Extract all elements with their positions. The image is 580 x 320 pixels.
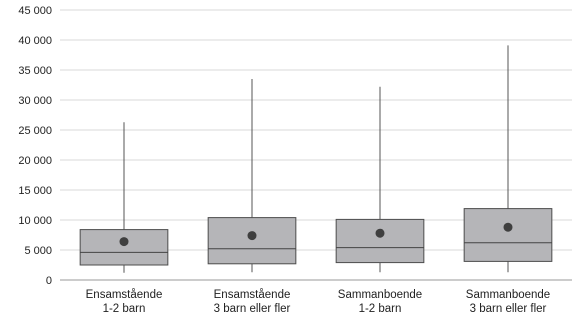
y-tick-label: 40 000: [18, 35, 52, 47]
y-tick-label: 25 000: [18, 125, 52, 137]
category-label-line1: Sammanboende: [338, 289, 422, 301]
x-axis-category-labels: Ensamstående 1-2 barn Ensamstående 3 barn e…: [86, 289, 551, 315]
category-label-line2: 1-2 barn: [103, 303, 146, 315]
box-2: [207, 79, 297, 273]
y-tick-label: 5 000: [24, 245, 52, 257]
mean-marker: [375, 228, 385, 238]
y-axis-tick-labels: 0 5 000 10 000 15 000 20 000 25 000 30 000 35 0…: [18, 5, 52, 287]
category-label-line2: 1-2 barn: [359, 303, 402, 315]
y-tick-label: 10 000: [18, 215, 52, 227]
box-series: [79, 45, 553, 273]
y-tick-label: 45 000: [18, 5, 52, 17]
category-label-line1: Sammanboende: [466, 289, 550, 301]
category-label-line2: 3 barn eller fler: [470, 303, 547, 315]
interquartile-box: [207, 217, 297, 265]
interquartile-box: [335, 218, 425, 264]
interquartile-box: [463, 208, 553, 262]
category-label-line1: Ensamstående: [86, 289, 163, 301]
gridlines: [60, 9, 572, 251]
category-label-line1: Ensamstående: [214, 289, 291, 301]
mean-marker: [247, 231, 257, 241]
y-tick-label: 35 000: [18, 65, 52, 77]
mean-marker: [119, 237, 129, 247]
box-4: [463, 45, 553, 273]
mean-marker: [503, 222, 513, 232]
y-tick-label: 30 000: [18, 95, 52, 107]
box-1: [79, 122, 169, 273]
y-tick-label: 15 000: [18, 185, 52, 197]
interquartile-box: [79, 229, 169, 266]
box-3: [335, 86, 425, 273]
category-label-line2: 3 barn eller fler: [214, 303, 291, 315]
y-tick-label: 0: [46, 275, 52, 287]
y-tick-label: 20 000: [18, 155, 52, 167]
